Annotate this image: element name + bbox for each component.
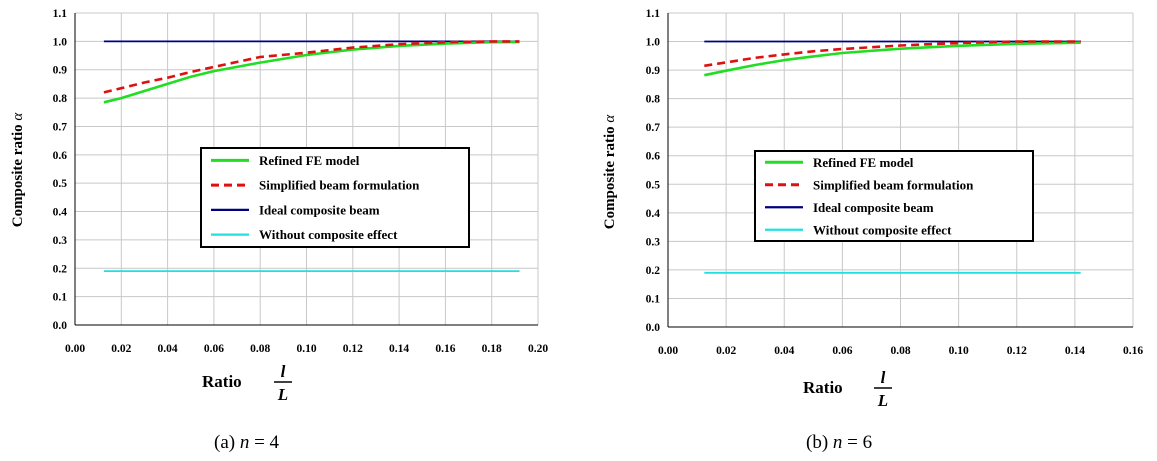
y-tick-label: 0.7 [646, 122, 661, 134]
panel-caption: (b) n = 6 [806, 432, 872, 453]
series-line-simplified-beam-formulation [704, 40, 1081, 68]
y-tick-label: 0.0 [53, 320, 68, 332]
y-axis-label-text: Composite ratio [10, 121, 26, 228]
caption-variable: n [833, 432, 843, 453]
y-tick-label: 0.7 [53, 121, 68, 133]
y-axis-label-symbol: α [10, 112, 26, 121]
x-tick-label: 0.02 [111, 343, 131, 355]
x-axis-label: Ratio [803, 378, 843, 397]
x-tick-label: 0.10 [949, 345, 969, 357]
caption-value: = 4 [249, 432, 279, 453]
y-tick-label: 0.3 [646, 236, 661, 248]
y-tick-label: 0.3 [53, 235, 68, 247]
series-line-simplified-beam-formulation [103, 40, 520, 94]
x-tick-label: 0.04 [774, 345, 794, 357]
y-axis-label-text: Composite ratio [602, 123, 618, 230]
caption-variable: n [240, 432, 250, 453]
x-tick-label: 0.14 [389, 343, 409, 355]
chart-panel-a: 0.0 0.1 0.2 0.3 0.4 0.5 0.6 0.7 0.8 0.9 1.0 1.1 0.00… [10, 8, 548, 453]
x-tick-label: 0.16 [435, 343, 455, 355]
x-tick-label: 0.00 [65, 343, 85, 355]
chart-panel-b: 0.0 0.1 0.2 0.3 0.4 0.5 0.6 0.7 0.8 0.9 1.0 1.1 0.00… [602, 8, 1143, 453]
x-tick-label: 0.18 [482, 343, 502, 355]
y-tick-label: 0.2 [646, 265, 661, 277]
y-tick-label: 0.8 [53, 93, 68, 105]
y-tick-label: 1.1 [53, 8, 68, 20]
y-axis-label-symbol: α [602, 114, 618, 123]
caption-prefix: (b) [806, 432, 833, 453]
y-tick-label: 1.0 [53, 36, 68, 48]
legend-label: Refined FE model [813, 155, 914, 170]
y-tick-label: 1.1 [646, 8, 661, 20]
legend-label: Without composite effect [813, 222, 952, 237]
caption-prefix: (a) [214, 432, 240, 453]
x-tick-label: 0.14 [1065, 345, 1085, 357]
y-tick-label: 0.9 [53, 65, 68, 77]
legend-label: Refined FE model [259, 153, 360, 168]
legend-box [200, 147, 470, 248]
y-tick-label: 0.5 [53, 178, 68, 190]
x-tick-label: 0.06 [204, 343, 224, 355]
y-tick-label: 0.9 [646, 65, 661, 77]
x-axis-label-denominator: L [277, 385, 288, 404]
legend-label: Ideal composite beam [813, 200, 934, 215]
caption-value: = 6 [842, 432, 872, 453]
series-line-refined-fe-model [704, 41, 1081, 77]
x-tick-label: 0.20 [528, 343, 548, 355]
x-tick-label: 0.08 [890, 345, 910, 357]
y-tick-label: 0.4 [53, 207, 68, 219]
x-axis-label-denominator: L [877, 391, 888, 410]
x-tick-label: 0.10 [296, 343, 316, 355]
y-tick-label: 0.2 [53, 263, 68, 275]
legend-label: Simplified beam formulation [259, 178, 420, 193]
x-tick-label: 0.16 [1123, 345, 1143, 357]
legend-label: Without composite effect [259, 227, 398, 242]
x-tick-label: 0.08 [250, 343, 270, 355]
x-tick-label: 0.12 [1007, 345, 1027, 357]
x-axis-label: Ratio [202, 372, 242, 391]
legend-label: Ideal composite beam [259, 202, 380, 217]
legend-label: Simplified beam formulation [813, 177, 974, 192]
panel-caption: (a) n = 4 [214, 432, 280, 453]
y-tick-label: 0.1 [53, 292, 68, 304]
series-line-refined-fe-model [103, 40, 520, 104]
y-axis-label: Composite ratio α [602, 114, 618, 230]
legend: Refined FE model Simplified beam formulat… [200, 147, 470, 248]
legend: Refined FE model Simplified beam formulat… [754, 150, 1034, 242]
y-axis-label: Composite ratio α [10, 112, 26, 228]
x-tick-label: 0.06 [832, 345, 852, 357]
x-axis-label-numerator: l [281, 362, 286, 381]
y-tick-label: 0.1 [646, 293, 661, 305]
y-tick-label: 0.6 [53, 150, 68, 162]
y-tick-label: 1.0 [646, 37, 661, 49]
x-tick-label: 0.04 [158, 343, 178, 355]
y-tick-label: 0.0 [646, 322, 661, 334]
legend-box [754, 150, 1034, 242]
y-tick-label: 0.5 [646, 179, 661, 191]
y-tick-label: 0.8 [646, 94, 661, 106]
x-tick-label: 0.00 [658, 345, 678, 357]
x-tick-label: 0.12 [343, 343, 363, 355]
x-tick-label: 0.02 [716, 345, 736, 357]
x-axis-label-numerator: l [881, 368, 886, 387]
y-tick-label: 0.4 [646, 208, 661, 220]
y-tick-label: 0.6 [646, 151, 661, 163]
